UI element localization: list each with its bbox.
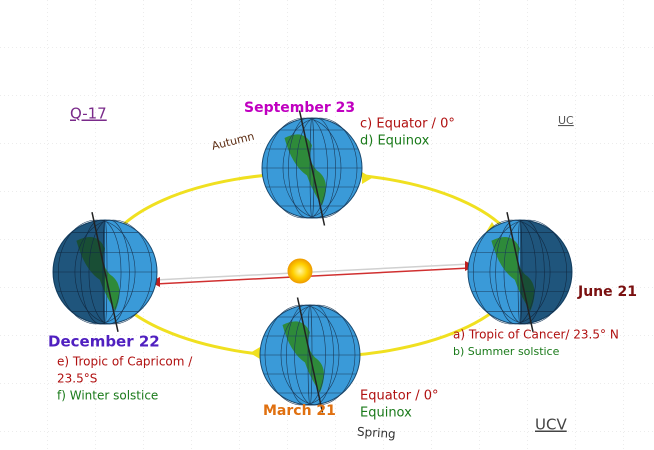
note: c) Equator / 0° [360,117,455,132]
note: Equator / 0° [360,389,438,404]
date-label: December 22 [48,333,160,351]
season-label: Spring [357,425,397,442]
note: a) Tropic of Cancer/ 23.5° N [453,328,619,342]
mark: UC [558,114,574,127]
note: f) Winter solstice [57,389,158,403]
date-label: September 23 [244,100,355,116]
mark: UCV [535,416,567,434]
date-label: June 21 [577,284,637,300]
note: e) Tropic of Capricom / [57,355,193,369]
diagram: Q-17 UC UCV September 23 Autumn c) Equat… [0,0,654,450]
note: b) Summer solstice [453,345,560,358]
note: d) Equinox [360,134,430,149]
note: 23.5°S [57,372,97,386]
question-label: Q-17 [70,105,107,123]
date-label: March 21 [263,403,336,419]
note: Equinox [360,406,412,421]
